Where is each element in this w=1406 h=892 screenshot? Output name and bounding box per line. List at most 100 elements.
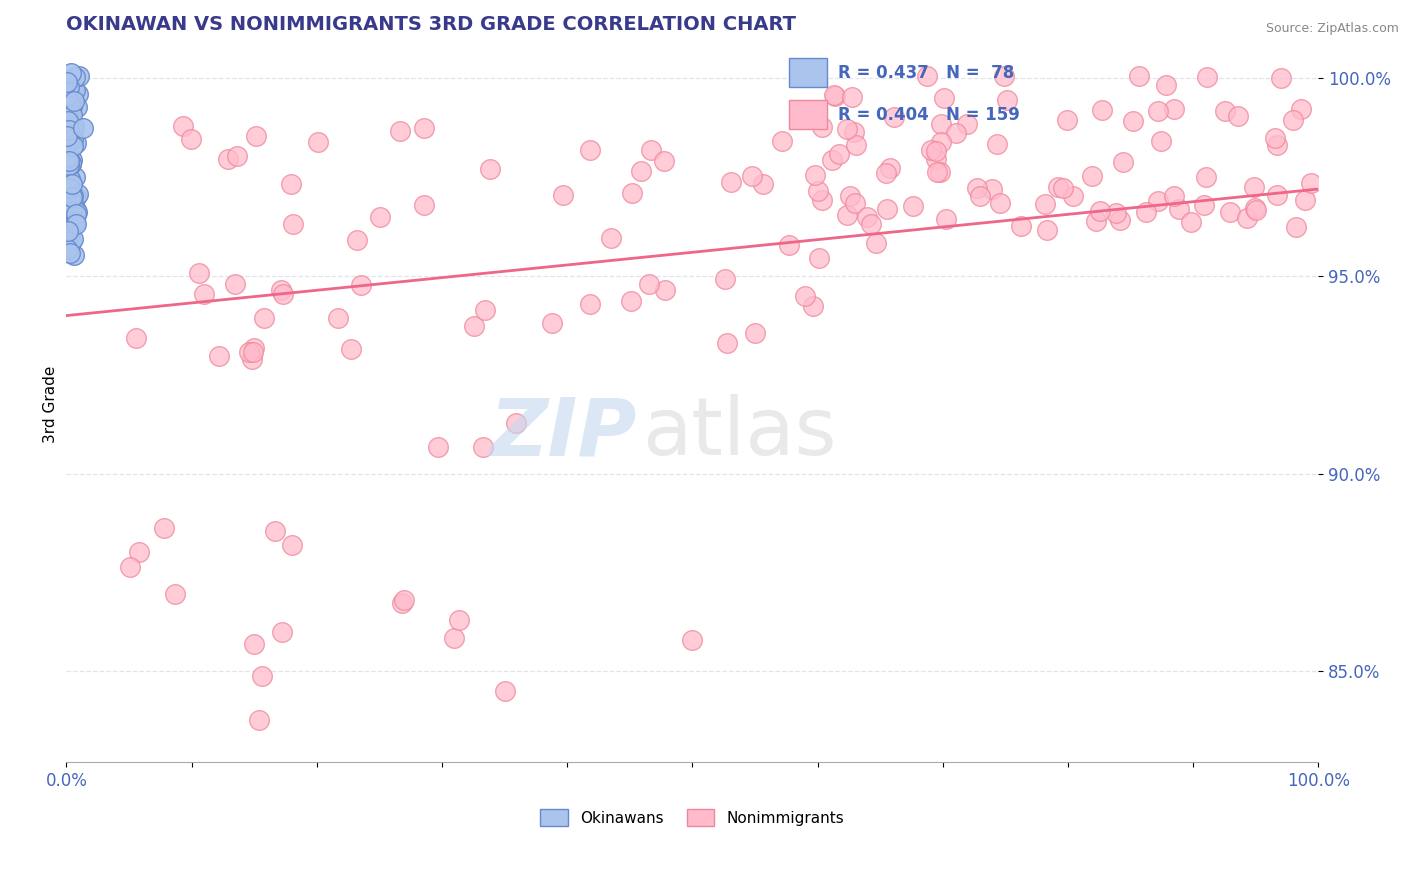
Point: [59, 171, 82, 186]
Point: [638, 277, 661, 291]
Point: [58, 154, 80, 169]
Text: atlas: atlas: [643, 394, 837, 472]
Point: [58, 158, 80, 172]
Point: [640, 143, 662, 157]
Point: [1091, 103, 1114, 117]
Point: [1056, 112, 1078, 127]
Point: [1128, 69, 1150, 83]
Point: [62, 189, 84, 203]
Point: [935, 212, 957, 227]
Point: [879, 161, 901, 176]
Point: [245, 129, 267, 144]
Point: [1147, 104, 1170, 119]
Point: [72, 120, 94, 135]
Point: [1109, 212, 1132, 227]
Point: [997, 93, 1019, 107]
Point: [56, 194, 79, 208]
Point: [1168, 202, 1191, 217]
Point: [804, 168, 827, 182]
Point: [988, 196, 1011, 211]
Point: [1010, 219, 1032, 233]
Point: [58, 154, 80, 169]
Point: [59, 246, 82, 260]
Point: [1033, 197, 1056, 211]
Point: [478, 161, 501, 176]
Point: [1147, 194, 1170, 208]
Point: [349, 278, 371, 293]
Point: [56, 109, 79, 123]
Point: [60, 157, 83, 171]
Point: [883, 111, 905, 125]
Point: [1154, 78, 1177, 92]
Point: [59, 97, 82, 112]
Point: [153, 521, 176, 535]
Point: [845, 138, 868, 153]
Point: [915, 70, 938, 84]
Point: [744, 326, 766, 340]
Point: [794, 289, 817, 303]
Point: [388, 123, 411, 137]
Point: [172, 119, 194, 133]
Point: [58, 99, 80, 113]
Point: [60, 178, 83, 192]
Point: [58, 240, 80, 254]
Point: [56, 89, 79, 103]
Point: [578, 297, 600, 311]
Point: [55, 74, 77, 88]
Point: [193, 287, 215, 301]
Point: [56, 150, 79, 164]
Point: [654, 283, 676, 297]
Point: [252, 668, 274, 682]
Point: [1194, 197, 1216, 211]
Point: [62, 248, 84, 262]
Point: [58, 131, 80, 145]
Point: [986, 136, 1008, 151]
Point: [929, 165, 952, 179]
Point: [925, 152, 948, 166]
Point: [579, 143, 602, 157]
Point: [56, 242, 79, 256]
Point: [264, 524, 287, 538]
Point: [60, 189, 83, 203]
Point: [1088, 204, 1111, 219]
Point: [58, 195, 80, 210]
Text: OKINAWAN VS NONIMMIGRANTS 3RD GRADE CORRELATION CHART: OKINAWAN VS NONIMMIGRANTS 3RD GRADE CORR…: [66, 15, 796, 34]
Point: [56, 202, 79, 217]
Point: [844, 196, 866, 211]
Point: [56, 131, 79, 145]
Point: [1036, 223, 1059, 237]
Point: [270, 625, 292, 640]
Point: [58, 80, 80, 95]
Point: [620, 186, 643, 200]
Point: [1267, 137, 1289, 152]
Point: [253, 311, 276, 326]
Point: [56, 182, 79, 196]
Point: [340, 342, 363, 356]
Point: [447, 613, 470, 627]
Point: [65, 217, 87, 231]
Point: [412, 198, 434, 212]
Point: [65, 207, 87, 221]
Point: [60, 153, 83, 167]
Point: [280, 177, 302, 191]
Point: [716, 336, 738, 351]
Point: [58, 208, 80, 222]
Point: [59, 66, 82, 80]
Point: [58, 243, 80, 257]
Point: [1270, 71, 1292, 86]
Point: [63, 119, 86, 133]
Point: [1281, 112, 1303, 127]
Point: [67, 186, 90, 201]
Point: [856, 210, 879, 224]
Point: [67, 69, 90, 83]
Point: [969, 189, 991, 203]
Point: [58, 123, 80, 137]
Point: [993, 69, 1015, 83]
Point: [238, 345, 260, 359]
Point: [247, 713, 270, 727]
Point: [463, 318, 485, 333]
Point: [58, 77, 80, 91]
Point: [63, 70, 86, 85]
Point: [1285, 220, 1308, 235]
Point: [65, 136, 87, 150]
